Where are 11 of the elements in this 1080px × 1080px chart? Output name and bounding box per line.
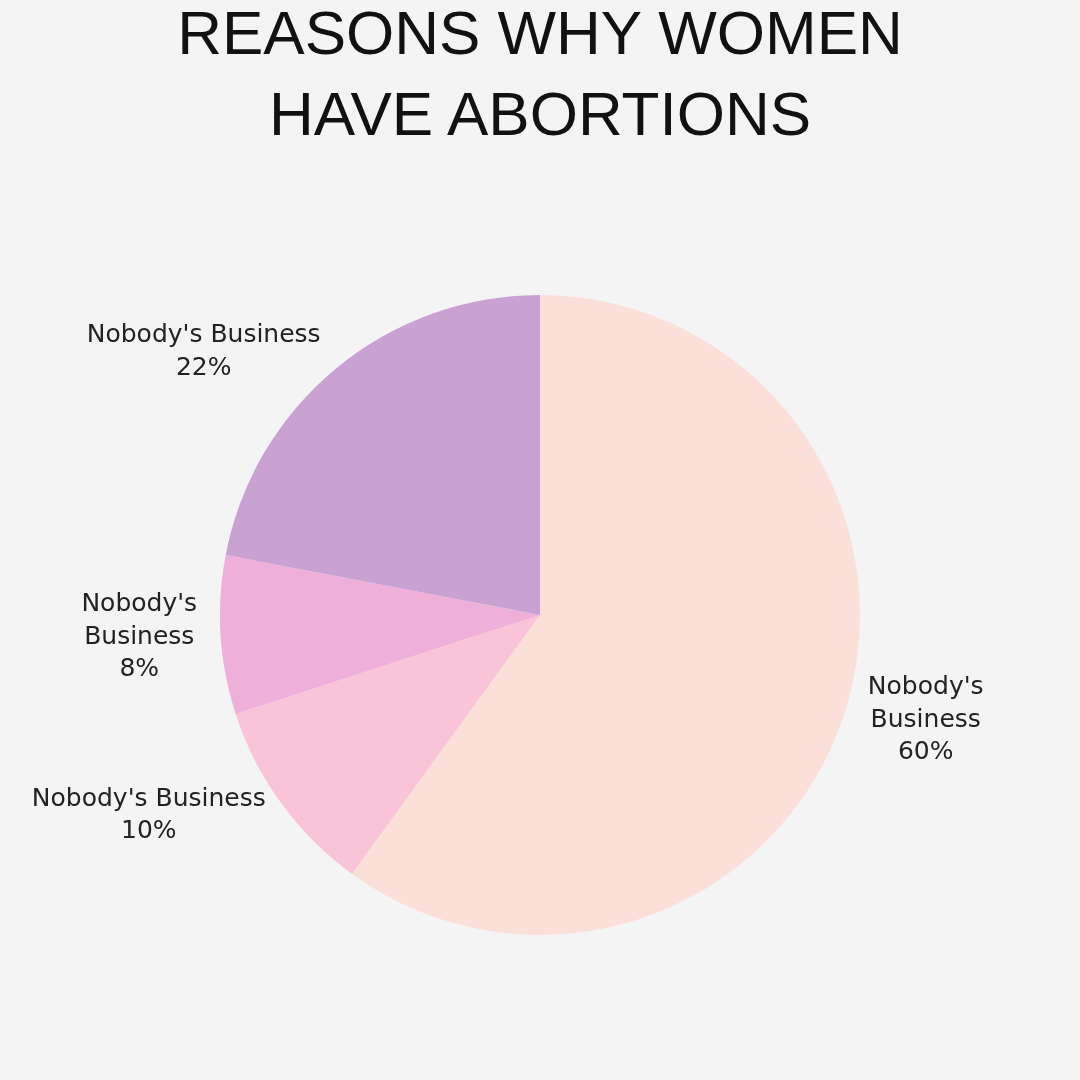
slice-label: Nobody's Business bbox=[31, 782, 266, 812]
pie-slice bbox=[351, 295, 860, 935]
slice-label: Nobody's Business bbox=[81, 588, 198, 650]
data-label: 8% bbox=[119, 653, 160, 683]
slice-label: Nobody's Business bbox=[86, 319, 321, 349]
pie-slice bbox=[220, 555, 540, 714]
data-label: 60% bbox=[897, 736, 954, 766]
chart-title: REASONS WHY WOMEN HAVE ABORTIONS bbox=[177, 0, 903, 148]
data-label: 10% bbox=[120, 815, 177, 845]
slice-label: Nobody's Business bbox=[867, 671, 984, 733]
data-label: 22% bbox=[175, 351, 232, 381]
